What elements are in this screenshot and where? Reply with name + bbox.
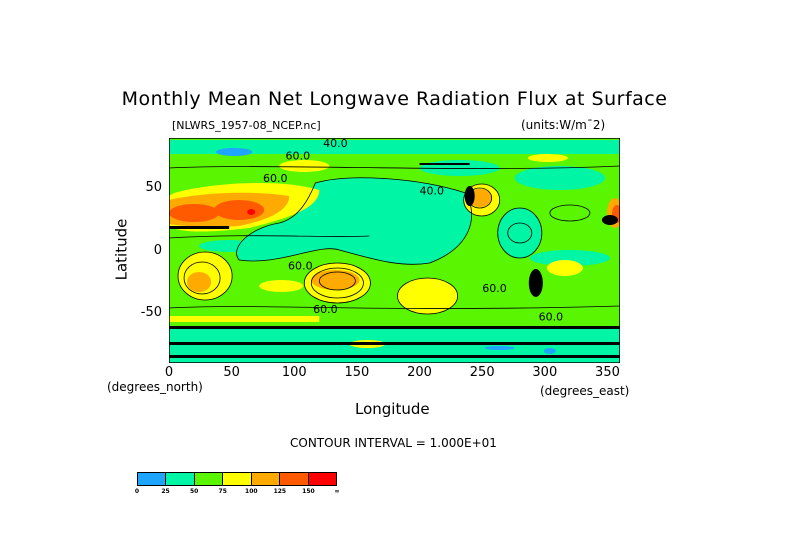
chart-title: Monthly Mean Net Longwave Radiation Flux… [121, 88, 668, 110]
x-tick-label: 200 [407, 365, 432, 380]
x-tick-label: 250 [469, 365, 495, 380]
colorbar-swatch [308, 473, 336, 485]
x-axis-label: Longitude [355, 400, 430, 418]
colorbar-label: 100 [245, 488, 258, 495]
y-units-label: (degrees_north) [107, 380, 203, 394]
contour-label: 60.0 [288, 259, 313, 272]
colorbar-swatch [223, 473, 252, 485]
contour-interval-label: CONTOUR INTERVAL = 1.000E+01 [290, 436, 497, 450]
colorbar-label: 0 [134, 488, 140, 495]
colorbar-label: 75 [218, 488, 227, 495]
colorbar [137, 472, 337, 486]
y-tick-label: 50 [145, 180, 162, 195]
colorbar-label: 50 [189, 488, 199, 495]
colorbar-label: 150 [302, 488, 315, 495]
y-tick-label: -50 [140, 305, 162, 320]
colorbar-label: ∞ [334, 488, 340, 495]
x-tick-label: 300 [532, 365, 558, 380]
contour-label: 60.0 [313, 303, 338, 316]
x-tick-label: 100 [281, 365, 307, 380]
colorbar-label: 125 [273, 488, 287, 495]
colorbar-swatch [166, 473, 195, 485]
colorbar-label: 25 [161, 488, 170, 495]
contour-labels: 40.0 60.0 60.0 40.0 60.0 60.0 60.0 60.0 [263, 138, 563, 323]
x-units-label: (degrees_east) [540, 384, 630, 398]
contour-label: 60.0 [539, 311, 564, 324]
dense-contour-regions [169, 163, 620, 358]
contour-lines [169, 165, 620, 315]
red-region [247, 209, 256, 215]
x-tick-label: 0 [164, 365, 174, 380]
colorbar-swatch [138, 473, 167, 485]
contour-map: 40.0 60.0 60.0 40.0 60.0 60.0 60.0 60.0 [169, 138, 620, 363]
contour-label: 60.0 [482, 282, 507, 295]
contour-label: 60.0 [263, 172, 288, 185]
x-tick-label: 150 [344, 365, 370, 380]
y-tick-label: 0 [153, 242, 162, 258]
contour-label: 40.0 [323, 138, 348, 150]
colorbar-swatch [251, 473, 281, 485]
contour-label: 40.0 [420, 184, 445, 197]
contour-label: 60.0 [286, 149, 311, 162]
colorbar-swatch [280, 473, 309, 485]
x-tick-label: 350 [595, 365, 620, 380]
colorbar-swatch [194, 473, 224, 485]
file-name-label: [NLWRS_1957-08_NCEP.nc] [172, 119, 321, 132]
y-axis-label: Latitude [112, 218, 131, 281]
units-label: (units:W/m¯2) [521, 118, 606, 132]
x-tick-label: 50 [223, 365, 240, 380]
